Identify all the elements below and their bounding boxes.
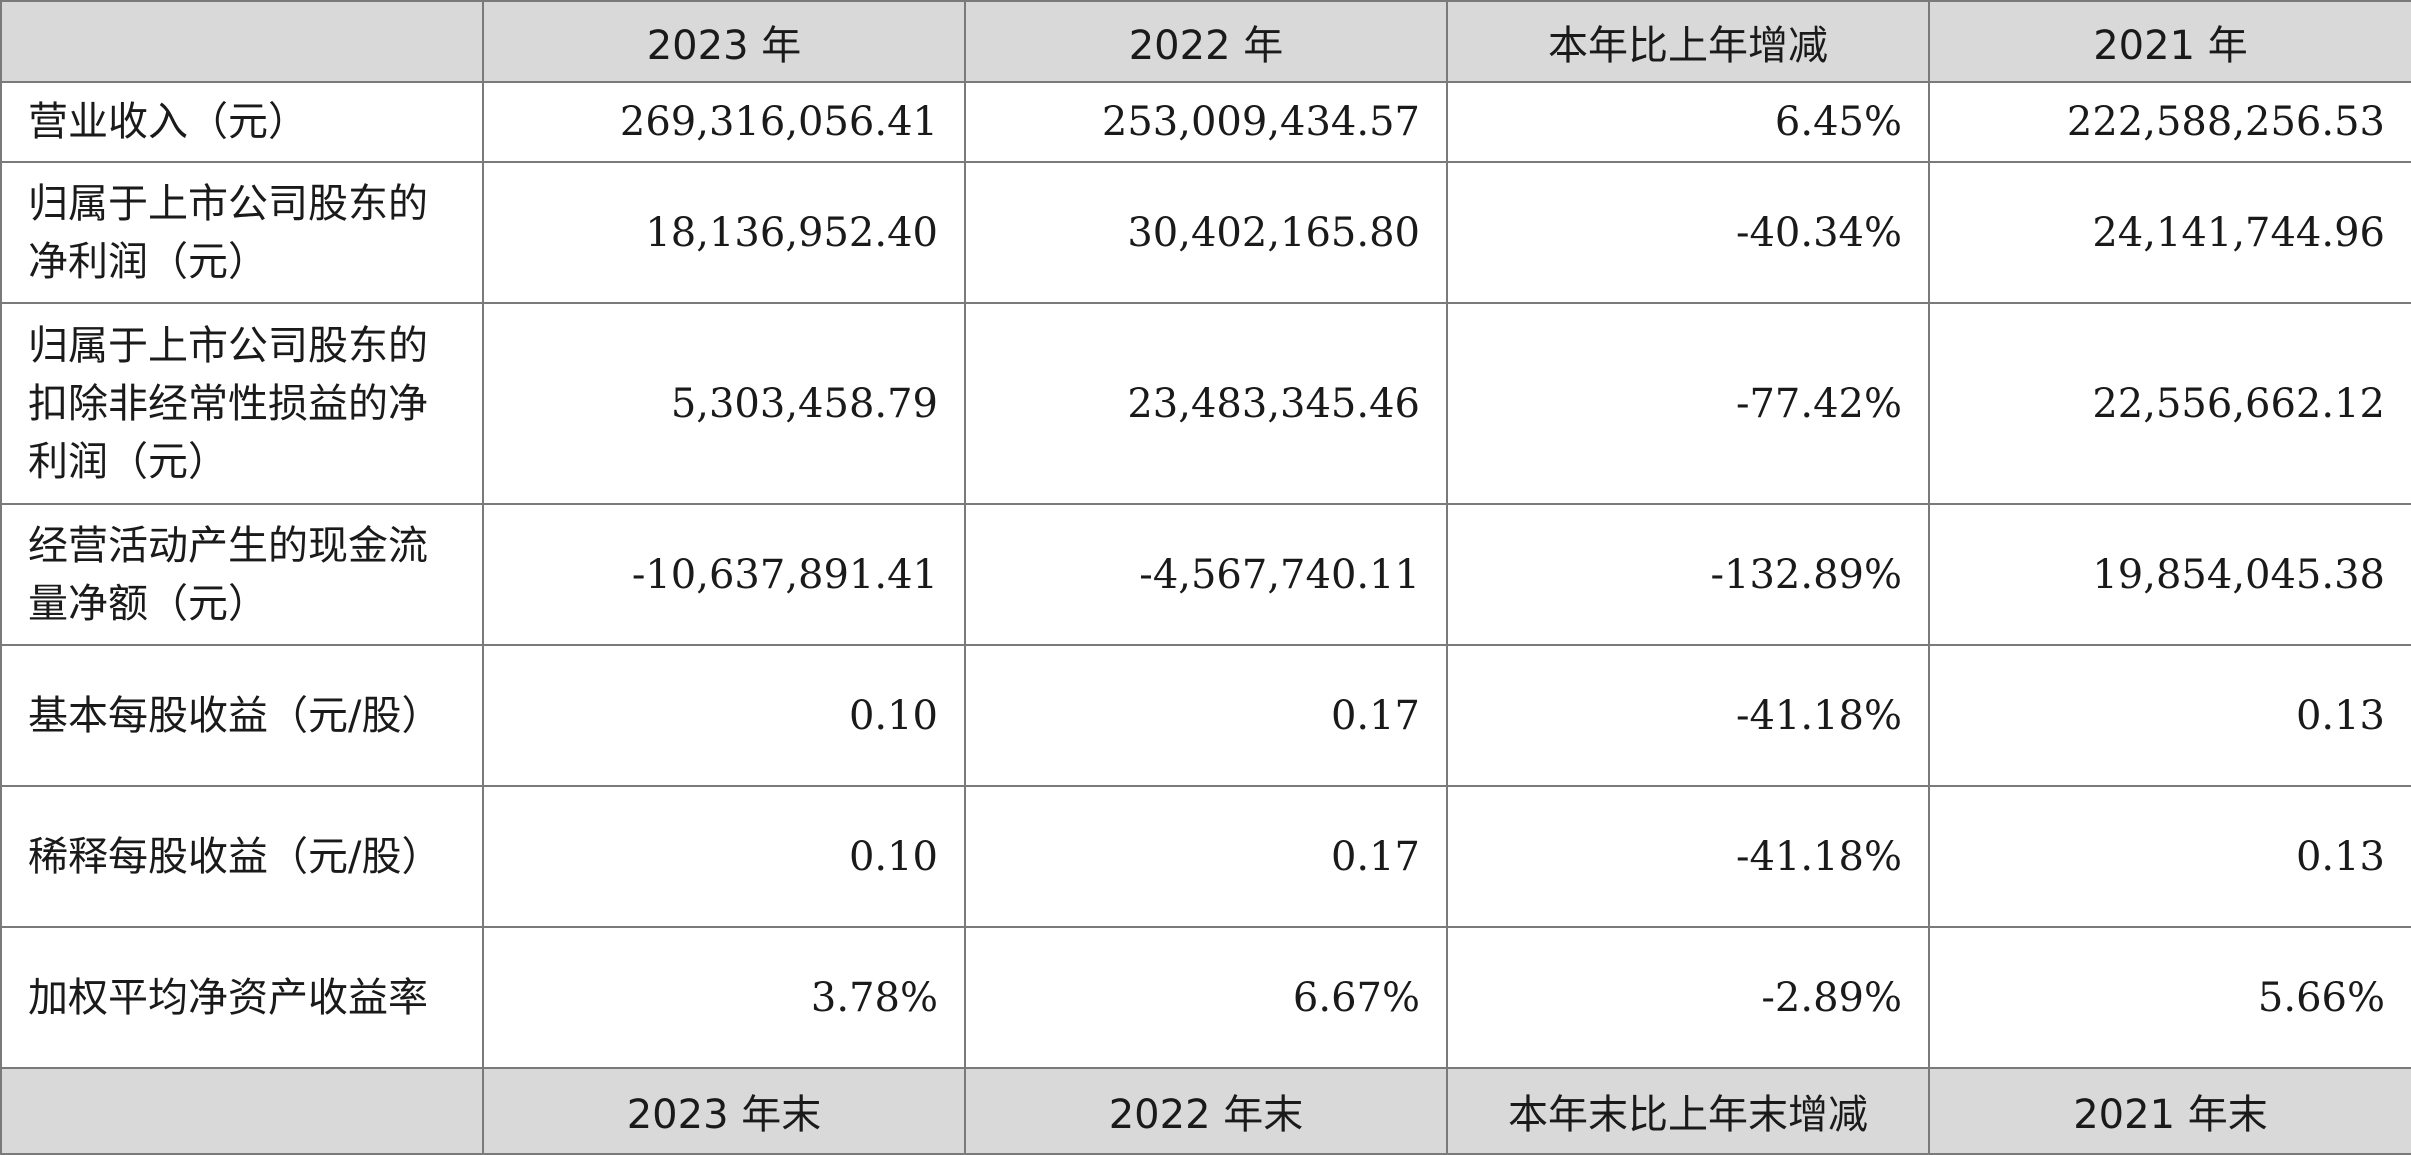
footer-header-blank-cell <box>0 1067 484 1155</box>
table-row: 加权平均净资产收益率 3.78% 6.67% -2.89% 5.66% <box>0 926 2411 1069</box>
value-2022: -4,567,740.11 <box>964 503 1448 646</box>
table-row: 稀释每股收益（元/股） 0.10 0.17 -41.18% 0.13 <box>0 785 2411 928</box>
footer-header-2021-end: 2021 年末 <box>1928 1067 2411 1155</box>
value-2023: 18,136,952.40 <box>482 161 966 304</box>
value-2021: 222,588,256.53 <box>1928 81 2411 163</box>
value-2021: 0.13 <box>1928 644 2411 787</box>
value-2022: 253,009,434.57 <box>964 81 1448 163</box>
row-label: 基本每股收益（元/股） <box>0 644 484 787</box>
value-change: -132.89% <box>1446 503 1930 646</box>
value-2023: 269,316,056.41 <box>482 81 966 163</box>
table-row: 归属于上市公司股东的扣除非经常性损益的净利润（元） 5,303,458.79 2… <box>0 302 2411 505</box>
footer-header-2023-end: 2023 年末 <box>482 1067 966 1155</box>
value-change: 6.45% <box>1446 81 1930 163</box>
value-2022: 23,483,345.46 <box>964 302 1448 505</box>
value-change: -77.42% <box>1446 302 1930 505</box>
value-2023: -10,637,891.41 <box>482 503 966 646</box>
table-row: 经营活动产生的现金流量净额（元） -10,637,891.41 -4,567,7… <box>0 503 2411 646</box>
value-change: -41.18% <box>1446 644 1930 787</box>
footer-header-2022-end: 2022 年末 <box>964 1067 1448 1155</box>
value-change: -41.18% <box>1446 785 1930 928</box>
value-2021: 24,141,744.96 <box>1928 161 2411 304</box>
header-change: 本年比上年增减 <box>1446 0 1930 83</box>
row-label: 营业收入（元） <box>0 81 484 163</box>
table-header-row: 2023 年 2022 年 本年比上年增减 2021 年 <box>0 0 2411 83</box>
table-row: 基本每股收益（元/股） 0.10 0.17 -41.18% 0.13 <box>0 644 2411 787</box>
row-label: 稀释每股收益（元/股） <box>0 785 484 928</box>
value-change: -2.89% <box>1446 926 1930 1069</box>
value-2022: 0.17 <box>964 644 1448 787</box>
value-change: -40.34% <box>1446 161 1930 304</box>
value-2022: 6.67% <box>964 926 1448 1069</box>
table-footer-header-row: 2023 年末 2022 年末 本年末比上年末增减 2021 年末 <box>0 1067 2411 1155</box>
header-2021: 2021 年 <box>1928 0 2411 83</box>
value-2021: 5.66% <box>1928 926 2411 1069</box>
row-label: 归属于上市公司股东的扣除非经常性损益的净利润（元） <box>0 302 484 505</box>
row-label: 归属于上市公司股东的净利润（元） <box>0 161 484 304</box>
value-2023: 3.78% <box>482 926 966 1069</box>
header-2023: 2023 年 <box>482 0 966 83</box>
value-2022: 30,402,165.80 <box>964 161 1448 304</box>
value-2021: 22,556,662.12 <box>1928 302 2411 505</box>
value-2021: 19,854,045.38 <box>1928 503 2411 646</box>
row-label: 经营活动产生的现金流量净额（元） <box>0 503 484 646</box>
value-2023: 0.10 <box>482 644 966 787</box>
table-row: 归属于上市公司股东的净利润（元） 18,136,952.40 30,402,16… <box>0 161 2411 304</box>
footer-header-change-end: 本年末比上年末增减 <box>1446 1067 1930 1155</box>
value-2022: 0.17 <box>964 785 1448 928</box>
value-2021: 0.13 <box>1928 785 2411 928</box>
value-2023: 5,303,458.79 <box>482 302 966 505</box>
header-2022: 2022 年 <box>964 0 1448 83</box>
value-2023: 0.10 <box>482 785 966 928</box>
header-blank-cell <box>0 0 484 83</box>
table-row: 营业收入（元） 269,316,056.41 253,009,434.57 6.… <box>0 81 2411 163</box>
row-label: 加权平均净资产收益率 <box>0 926 484 1069</box>
